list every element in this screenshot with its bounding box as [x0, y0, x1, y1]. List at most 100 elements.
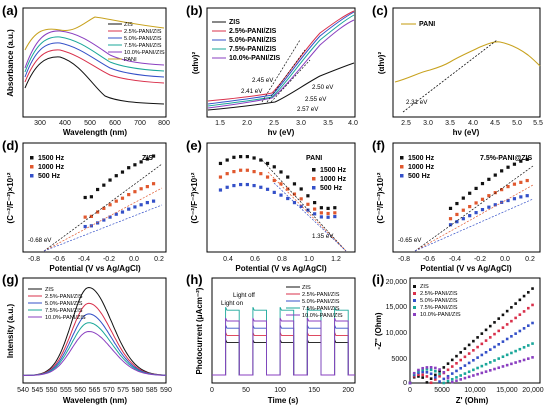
panel-f-label: (f): [372, 138, 385, 153]
panel-a-xtick: 400: [59, 120, 71, 127]
panel-f-point: [455, 212, 459, 217]
panel-i-yticks: 0 5000 10,000 15,000 20,000: [386, 279, 408, 387]
panel-i-point: [518, 347, 522, 351]
panel-f-point: [448, 217, 453, 221]
panel-a-series-line: [24, 56, 165, 105]
panel-f-point: [480, 181, 485, 186]
panel-e-point: [306, 194, 310, 198]
panel-i-point: [459, 378, 462, 381]
panel-e-point: [239, 182, 243, 187]
panel-f-point: [461, 208, 465, 212]
panel-f-xtick: -0.2: [474, 256, 486, 263]
panel-i-point: [488, 348, 492, 351]
panel-f-point: [500, 169, 504, 173]
panel-i-point: [476, 336, 479, 339]
panel-c-xlabel: hν (eV): [453, 128, 480, 137]
panel-i-point: [446, 376, 450, 380]
panel-c: (c) hν (eV) (αhν)² 2.5 3.0 3.5 4.0 4.5 5…: [372, 3, 543, 137]
panel-e-xtick: 0.6: [250, 256, 260, 263]
panel-i-point: [417, 368, 420, 372]
panel-a-legend-label: 2.5%-PANI/ZIS: [124, 29, 162, 35]
panel-e-point: [245, 155, 249, 159]
panel-f-frame: [392, 142, 541, 253]
panel-f-legend: 1500 Hz 1000 Hz 500 Hz: [400, 155, 435, 180]
panel-a-label: (a): [2, 3, 18, 18]
panel-i-point: [472, 349, 475, 352]
panel-i-point: [493, 332, 496, 336]
panel-g-xtick: 565: [89, 387, 101, 394]
panel-f-point: [468, 214, 472, 218]
panel-f-point: [512, 197, 517, 201]
panel-b-tangent-line: [270, 59, 311, 103]
panel-d-point: [145, 157, 149, 161]
panel-i-point: [476, 345, 479, 349]
panel-i-legend-label: 5.0%-PANI/ZIS: [420, 298, 458, 304]
panel-e-xlabel: Potential (V vs Ag/AgCl): [235, 264, 327, 273]
panel-i-point: [425, 366, 429, 369]
panel-g-frame: [22, 277, 167, 384]
panel-i-point: [501, 365, 505, 368]
panel-i-point: [505, 353, 509, 357]
panel-g-xtick: 585: [146, 387, 158, 394]
panel-h-annotation-light-off: Light off: [233, 292, 255, 299]
panel-d-point: [151, 182, 156, 186]
panel-h-series-line: [212, 332, 355, 376]
panel-g-legend-label: 2.5%-PANI/ZIS: [45, 294, 83, 300]
panel-d-point: [102, 183, 106, 187]
panel-i-point: [497, 357, 501, 360]
panel-i-legend-marker: [413, 299, 416, 302]
panel-c-xtick: 5.0: [512, 120, 522, 127]
panel-i-xticks: 0 5000 10,000 15,000 20,000: [408, 387, 544, 394]
panel-i-point: [514, 302, 517, 305]
panel-b-annotation: 2.45 eV: [252, 77, 274, 84]
panel-f-xlabel: Potential (V vs Ag/AgCl): [420, 264, 512, 273]
panel-i-point: [514, 361, 517, 364]
panel-a-xtick: 600: [109, 120, 121, 127]
panel-d-point: [139, 203, 143, 207]
panel-i-ytick: 5000: [391, 356, 407, 363]
panel-i-point: [501, 340, 505, 343]
panel-e-point: [326, 215, 330, 219]
panel-b-annotation: 2.41 eV: [241, 88, 263, 95]
panel-c-series-line: [394, 41, 541, 83]
panel-f-xtick: -0.8: [398, 256, 410, 263]
panel-g-xticks: 540 545 550 555 560 565 570 575 580 585 590: [17, 387, 172, 394]
panel-i-point: [438, 372, 441, 376]
panel-f-point: [493, 173, 497, 177]
panel-h-legend: ZIS 2.5%-PANI/ZIS 5.0%-PANI/ZIS 7.5%-PAN…: [286, 285, 343, 319]
panel-g-legend-label: 10.0%-PANI/ZIS: [45, 315, 86, 321]
panel-f-legend-label: 500 Hz: [408, 173, 431, 180]
panel-i-point: [527, 357, 530, 360]
panel-i-point: [497, 329, 501, 333]
panel-i-point: [459, 358, 462, 362]
panel-b-xtick: 1.5: [215, 120, 225, 127]
panel-i-point: [455, 354, 458, 358]
panel-i-point: [455, 379, 458, 383]
panel-f-point: [506, 165, 510, 169]
panel-d-xtick: -0.2: [103, 256, 115, 263]
panel-d-legend-marker: [30, 165, 34, 169]
panel-i-points: [408, 287, 534, 385]
panel-c-xtick: 2.5: [401, 120, 411, 127]
panel-b-tangent-line: [266, 49, 306, 103]
panel-i-point: [463, 372, 467, 375]
panel-e-points: [218, 155, 337, 219]
panel-b-xticks: 1.5 2.0 2.5 3.0 3.5 4.0: [215, 120, 358, 127]
panel-i-point: [463, 364, 467, 367]
panel-d-point: [89, 195, 93, 199]
panel-e-point: [259, 172, 263, 176]
panel-i-point: [480, 353, 484, 357]
panel-i-point: [446, 362, 450, 365]
panel-h-xtick: 150: [308, 387, 320, 394]
panel-i-point: [522, 294, 526, 298]
panel-c-xtick: 4.5: [490, 120, 500, 127]
panel-i-point: [463, 355, 467, 359]
panel-b-series-line: [207, 14, 355, 107]
panel-i-point: [497, 343, 501, 346]
panel-i-point: [505, 309, 509, 313]
panel-i-point: [527, 291, 530, 294]
panel-i-point: [522, 358, 526, 362]
panel-h-legend-label: 2.5%-PANI/ZIS: [302, 292, 340, 298]
panel-e-point: [299, 187, 303, 191]
